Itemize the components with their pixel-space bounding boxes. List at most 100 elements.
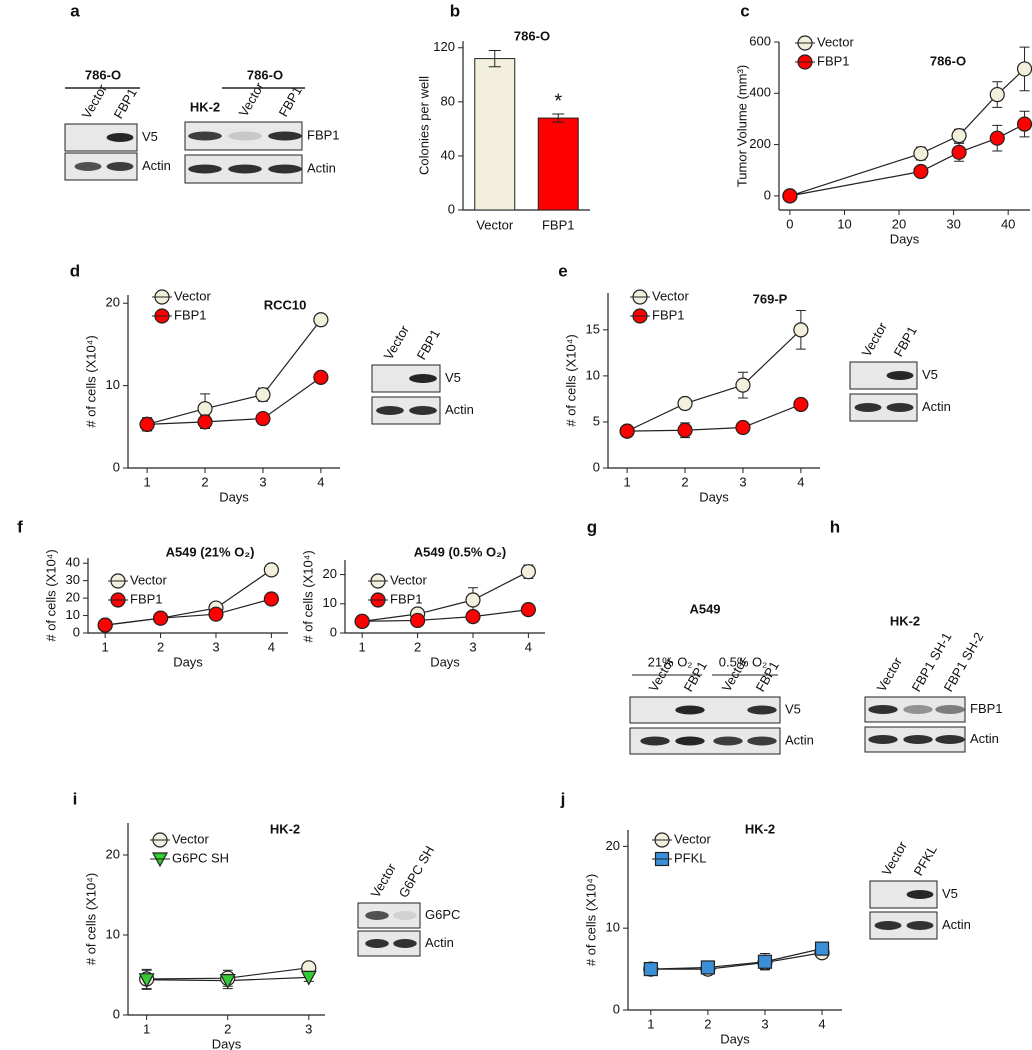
x-tick-label: 1 (359, 639, 366, 654)
blot-row-label: FBP1 (307, 127, 340, 142)
blot-band (747, 736, 777, 746)
data-point (913, 145, 929, 162)
blot-header: A549 (689, 601, 720, 616)
data-point (313, 312, 329, 328)
data-point (1016, 116, 1032, 132)
legend-label: Vector (674, 831, 712, 846)
legend-label: Vector (172, 831, 210, 846)
blot-band (640, 736, 670, 746)
lane-label: Vector (79, 81, 111, 121)
data-point (255, 387, 271, 403)
blot-band (854, 403, 882, 412)
x-tick-label: 4 (317, 474, 324, 489)
series-line (626, 329, 802, 432)
legend-label: Vector (817, 34, 855, 49)
series-line (105, 598, 272, 626)
blot-band (268, 164, 302, 174)
blot-row-label: V5 (942, 886, 958, 901)
x-axis-label: Days (212, 1036, 242, 1050)
y-tick-label: 600 (749, 33, 771, 48)
x-axis-label: Days (430, 654, 460, 669)
blot-band (409, 406, 437, 415)
blot-row-label: Actin (922, 399, 951, 414)
chart-title: HK-2 (745, 821, 775, 836)
x-tick-label: 2 (681, 474, 688, 489)
y-tick-label: 0 (593, 459, 600, 474)
y-tick-label: 120 (433, 39, 455, 54)
y-tick-label: 30 (66, 572, 80, 587)
x-tick-label: 4 (525, 639, 532, 654)
blot-band (268, 131, 302, 141)
blot-band (228, 131, 262, 141)
x-tick-label: FBP1 (542, 217, 575, 232)
error-bar (488, 49, 501, 68)
blot-band (935, 705, 965, 714)
blot-band (713, 736, 743, 746)
data-point (619, 423, 635, 439)
legend-label: FBP1 (130, 591, 163, 606)
x-tick-label: Vector (476, 217, 514, 232)
y-tick-label: 15 (586, 321, 600, 336)
data-point (208, 606, 224, 622)
bar (537, 117, 579, 211)
y-tick-label: 80 (441, 93, 455, 108)
lane-label: Vector (874, 654, 906, 694)
lane-label: FBP1 (891, 324, 920, 360)
blot-row-label: Actin (785, 732, 814, 747)
x-axis-label: Days (890, 231, 920, 246)
blot-band (906, 890, 934, 899)
lane-label: Vector (236, 79, 268, 119)
chart-title: A549 (0.5% O₂) (414, 544, 506, 559)
x-tick-label: 4 (268, 639, 275, 654)
lane-label: HK-2 (190, 99, 220, 114)
x-axis-label: Days (173, 654, 203, 669)
data-point (677, 395, 693, 412)
data-point (520, 602, 536, 618)
data-point (1016, 61, 1032, 77)
y-tick-label: 0 (113, 1006, 120, 1021)
blot-header: HK-2 (890, 613, 920, 628)
y-tick-label: 10 (106, 377, 120, 392)
x-axis-label: Days (699, 489, 729, 504)
panel-letter: e (558, 261, 567, 280)
x-tick-label: 0 (786, 216, 793, 231)
legend-label: FBP1 (817, 53, 850, 68)
y-axis-label: # of cells (X10⁴) (300, 550, 315, 642)
panel-letter: a (70, 1, 80, 20)
data-point (782, 188, 798, 204)
lane-label: FBP1 (414, 327, 443, 363)
y-tick-label: 40 (441, 147, 455, 162)
blot-row-label: Actin (942, 917, 971, 932)
blot-band (376, 406, 404, 415)
y-tick-label: 20 (106, 846, 120, 861)
y-tick-label: 20 (106, 295, 120, 310)
series-line (147, 376, 322, 425)
data-point (757, 954, 773, 969)
chart-title: A549 (21% O₂) (166, 544, 255, 559)
data-point (793, 396, 809, 413)
data-point (197, 414, 213, 430)
blot-band (365, 911, 389, 920)
blot-band (365, 939, 389, 948)
y-tick-label: 20 (66, 590, 80, 605)
data-point (677, 422, 693, 438)
blot-band (106, 133, 134, 142)
x-tick-label: 10 (837, 216, 851, 231)
x-tick-label: 20 (892, 216, 906, 231)
error-bar (552, 113, 565, 123)
blot-row-label: V5 (445, 370, 461, 385)
panel-letter: d (70, 261, 80, 280)
data-point (97, 617, 113, 633)
bar (474, 58, 516, 211)
x-tick-label: 2 (224, 1021, 231, 1036)
legend-label: Vector (130, 572, 168, 587)
blot-band (903, 735, 933, 744)
blot-band (675, 736, 705, 746)
series-line (650, 952, 823, 970)
legend-label: PFKL (674, 850, 707, 865)
blot-band (106, 162, 134, 171)
x-tick-label: 3 (739, 474, 746, 489)
data-point (409, 612, 426, 629)
panel-letter: i (73, 789, 78, 808)
data-point (520, 564, 536, 580)
